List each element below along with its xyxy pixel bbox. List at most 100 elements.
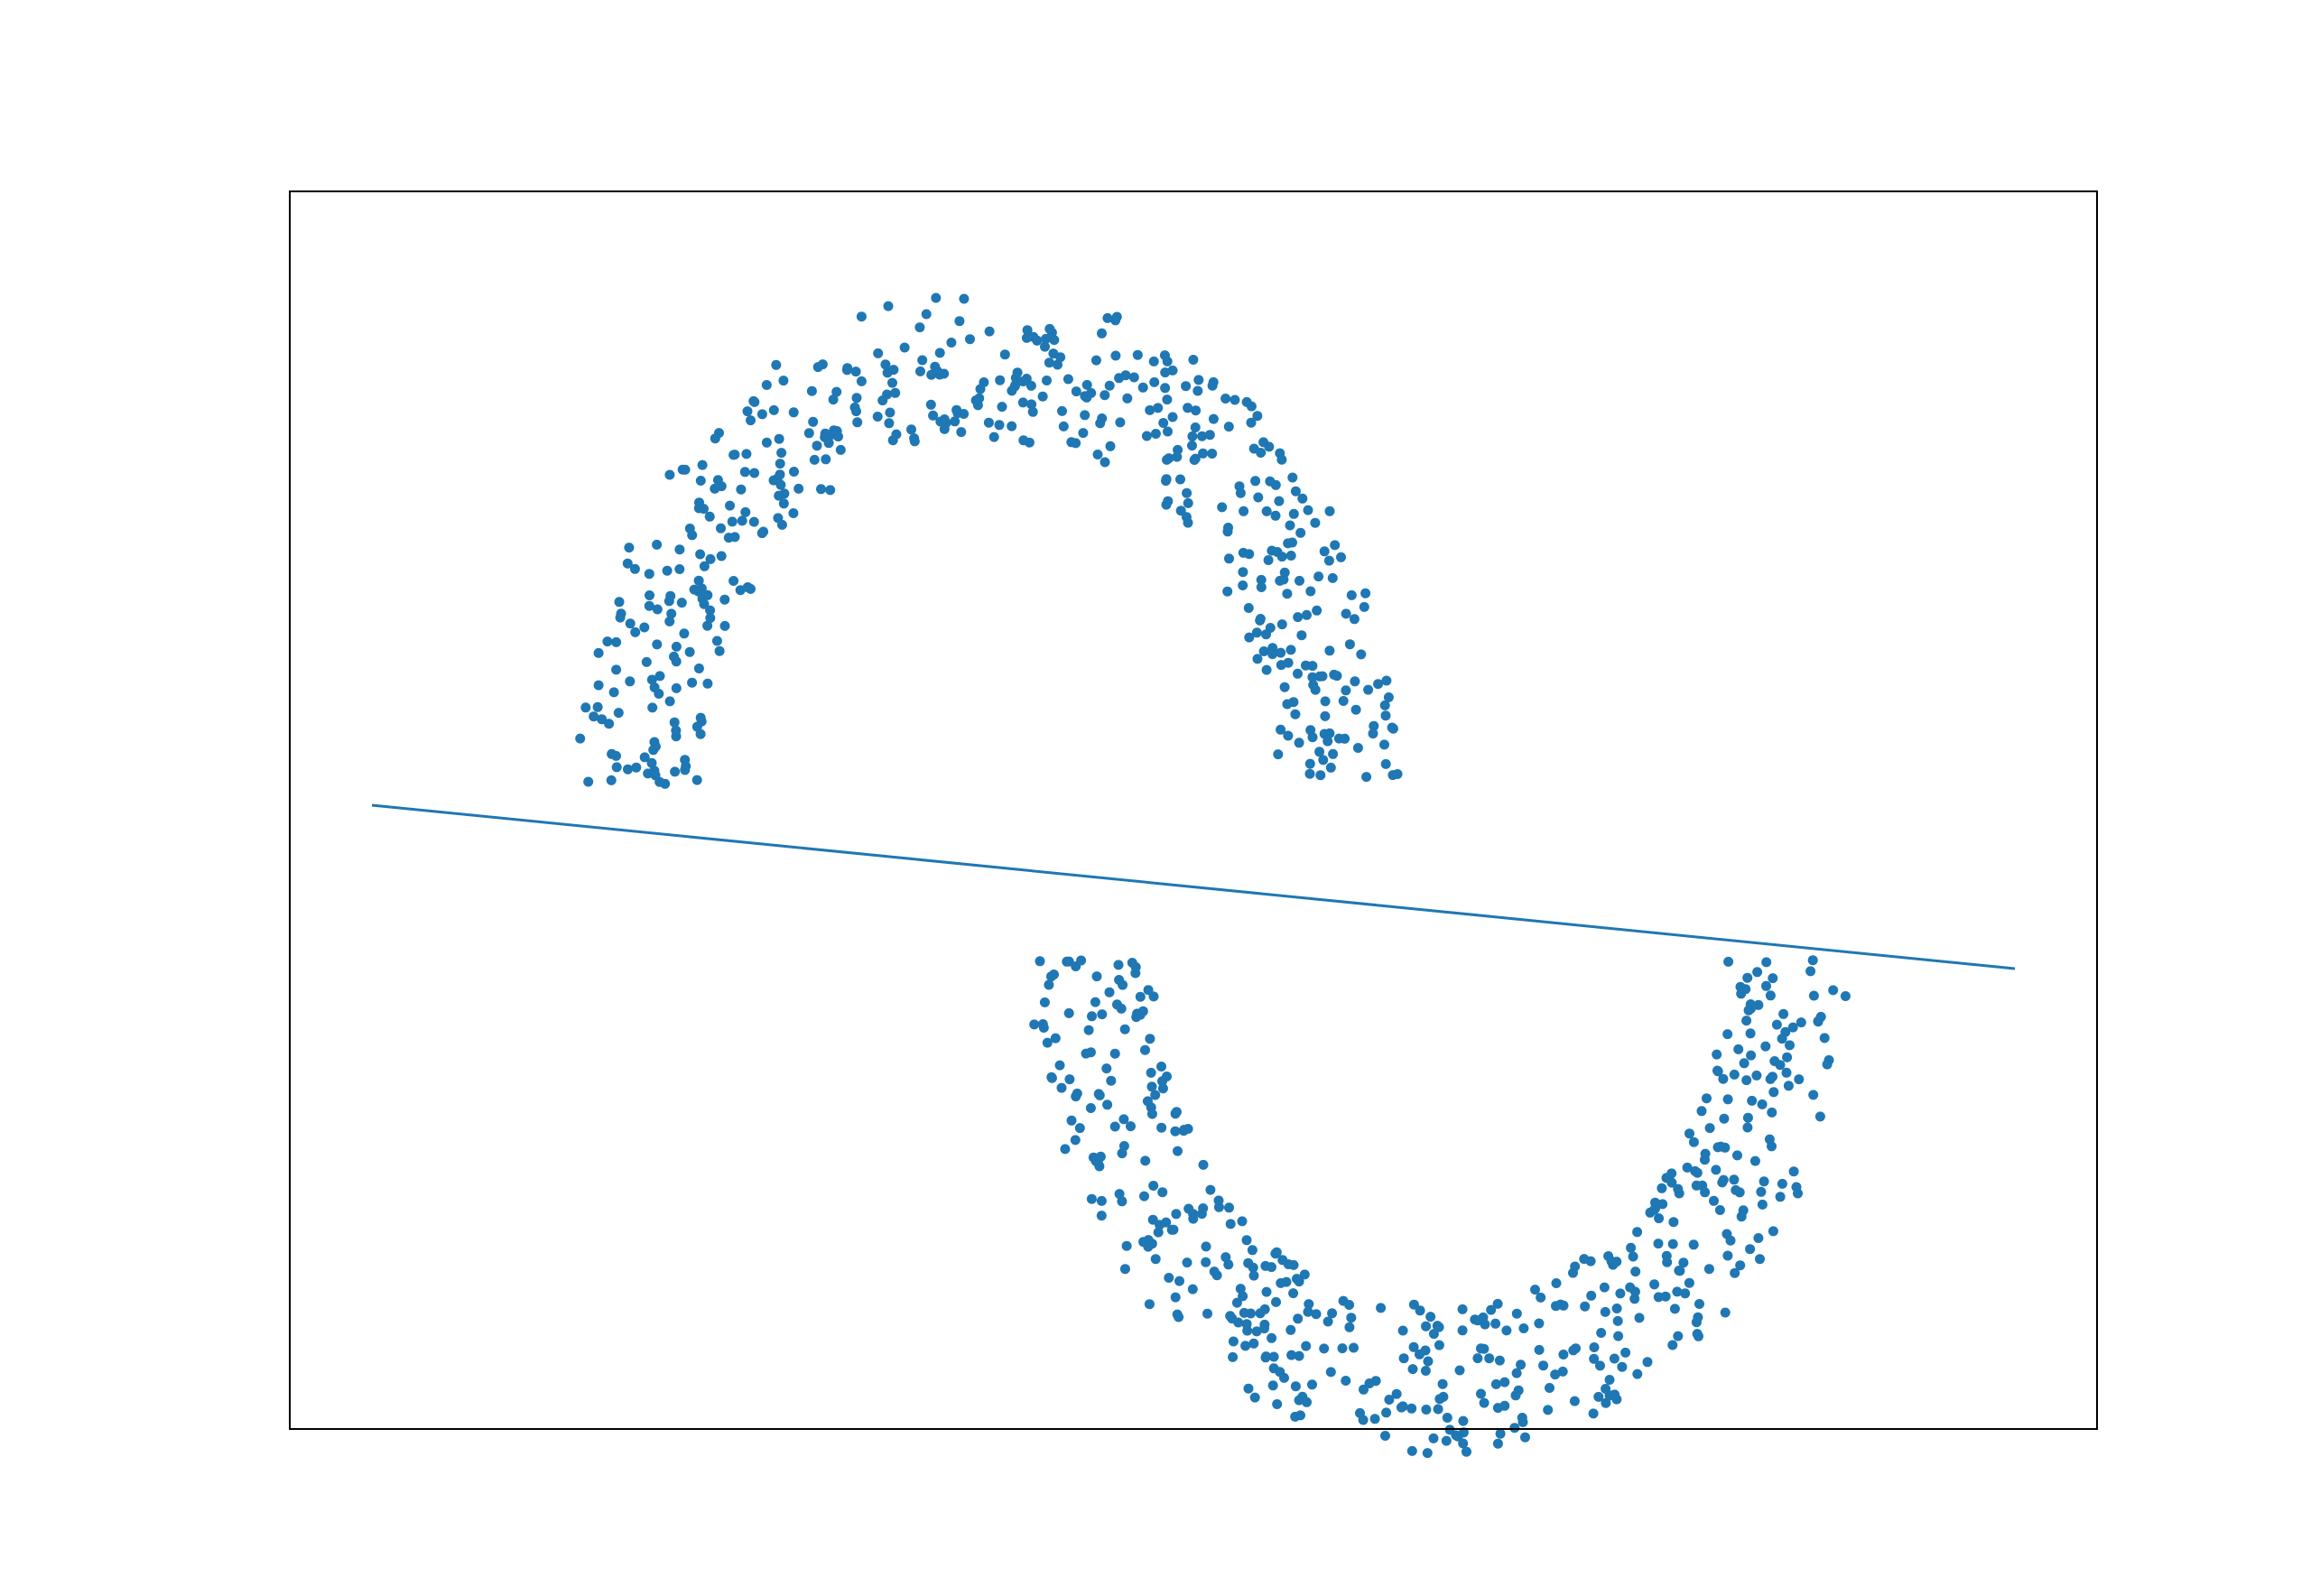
scatter-point — [1074, 1123, 1085, 1134]
scatter-point — [1369, 720, 1379, 731]
scatter-point — [1276, 619, 1287, 630]
scatter-point — [662, 565, 673, 576]
scatter-point — [1379, 700, 1390, 710]
scatter-point — [1295, 1410, 1305, 1421]
scatter-point — [629, 563, 640, 574]
scatter-point — [1145, 404, 1155, 415]
scatter-point — [1252, 654, 1263, 664]
scatter-point — [1341, 685, 1351, 696]
scatter-point — [1174, 1312, 1184, 1322]
scatter-point — [1282, 699, 1293, 710]
scatter-point — [988, 431, 999, 442]
scatter-point — [1083, 1025, 1094, 1035]
scatter-point — [1742, 1112, 1753, 1123]
scatter-point — [674, 564, 685, 574]
scatter-point — [1569, 1396, 1580, 1406]
scatter-point — [1337, 1343, 1348, 1354]
scatter-point — [1755, 1254, 1765, 1265]
scatter-point — [1319, 546, 1330, 557]
scatter-point — [934, 348, 945, 358]
scatter-point — [1660, 1291, 1671, 1302]
scatter-point — [1625, 1282, 1636, 1293]
scatter-point — [1336, 552, 1346, 562]
scatter-point — [1197, 431, 1208, 441]
scatter-point — [773, 513, 784, 524]
scatter-point — [950, 416, 960, 427]
scatter-point — [1205, 1184, 1216, 1195]
scatter-point — [644, 600, 654, 611]
scatter-point — [1642, 1357, 1653, 1368]
scatter-point — [1476, 1343, 1486, 1354]
scatter-point — [670, 766, 681, 777]
scatter-point — [1121, 1240, 1132, 1251]
scatter-point — [1130, 968, 1141, 979]
scatter-point — [1272, 1399, 1283, 1409]
scatter-point — [1688, 1239, 1699, 1250]
scatter-point — [1276, 1277, 1286, 1288]
scatter-point — [1297, 493, 1308, 504]
scatter-point — [1492, 1298, 1503, 1309]
scatter-point — [691, 721, 702, 732]
scatter-point — [1114, 975, 1125, 985]
scatter-point — [1350, 676, 1360, 687]
scatter-point — [1271, 1247, 1282, 1257]
scatter-point — [1012, 367, 1023, 378]
scatter-point — [1656, 1183, 1667, 1193]
scatter-point — [1238, 580, 1248, 590]
scatter-point — [1589, 1342, 1600, 1352]
scatter-point — [695, 476, 706, 486]
scatter-point — [1601, 1384, 1611, 1394]
scatter-point — [1223, 1259, 1234, 1270]
scatter-point — [622, 558, 633, 569]
scatter-point — [1611, 1257, 1622, 1267]
scatter-point — [994, 420, 1005, 431]
scatter-point — [1703, 1264, 1714, 1275]
scatter-point — [1094, 1090, 1105, 1100]
scatter-point — [1046, 971, 1056, 982]
scatter-point — [1684, 1277, 1694, 1288]
scatter-point — [1164, 1273, 1174, 1283]
scatter-point — [1070, 1135, 1081, 1146]
scatter-point — [906, 424, 916, 435]
scatter-point — [1261, 629, 1271, 640]
scatter-point — [984, 326, 995, 337]
scatter-point — [1760, 1041, 1771, 1052]
scatter-point — [669, 651, 679, 662]
scatter-point — [883, 301, 894, 311]
scatter-point — [1346, 1313, 1357, 1323]
scatter-point — [1267, 1332, 1277, 1343]
scatter-point — [1302, 1396, 1312, 1407]
scatter-point — [1434, 1394, 1445, 1405]
scatter-point — [1434, 1340, 1444, 1350]
scatter-point — [1263, 555, 1274, 565]
scatter-point — [1320, 710, 1331, 721]
scatter-point — [716, 551, 727, 561]
scatter-point — [725, 500, 735, 511]
scatter-point — [1408, 1341, 1419, 1352]
scatter-point — [1182, 487, 1192, 498]
scatter-point — [1344, 1300, 1355, 1310]
scatter-point — [1428, 1329, 1439, 1340]
scatter-point — [1486, 1304, 1497, 1315]
scatter-point — [1458, 1415, 1469, 1426]
scatter-point — [1290, 486, 1301, 496]
scatter-point — [1161, 476, 1171, 487]
scatter-point — [1349, 614, 1360, 625]
scatter-point — [1208, 413, 1219, 424]
scatter-point — [1171, 1107, 1182, 1118]
scatter-point — [1731, 1184, 1741, 1195]
scatter-point — [1242, 1325, 1253, 1336]
scatter-point — [1228, 1336, 1239, 1347]
scatter-point — [1346, 589, 1357, 600]
scatter-point — [1359, 1384, 1369, 1395]
scatter-point — [983, 417, 994, 428]
scatter-point — [1224, 553, 1234, 564]
scatter-point — [1260, 1352, 1271, 1363]
scatter-point — [674, 544, 685, 555]
scatter-point — [1193, 375, 1204, 385]
scatter-point — [789, 467, 799, 477]
scatter-point — [1145, 1034, 1155, 1044]
scatter-point — [1241, 1235, 1252, 1246]
scatter-point — [1791, 1182, 1802, 1192]
scatter-point — [1307, 1379, 1317, 1390]
